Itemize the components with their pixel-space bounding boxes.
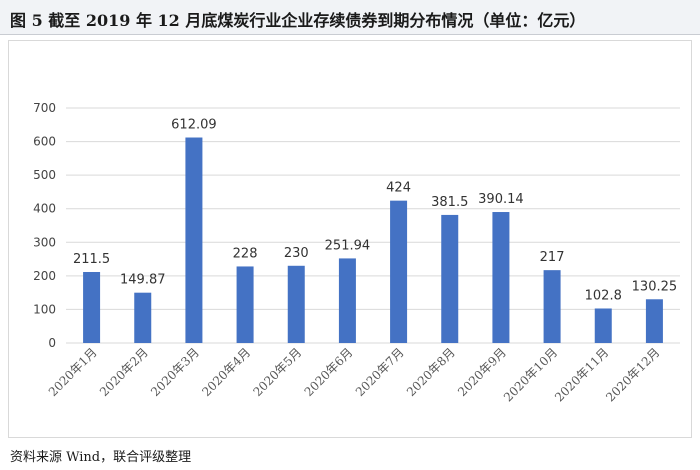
bar — [492, 212, 510, 343]
x-tick-label: 2020年8月 — [404, 345, 458, 399]
source-note: 资料来源 Wind，联合评级整理 — [10, 450, 192, 465]
bar — [287, 265, 305, 343]
data-label: 390.14 — [478, 192, 524, 207]
bar — [441, 214, 459, 343]
data-label: 424 — [386, 181, 411, 196]
figure-title: 图 5 截至 2019 年 12 月底煤炭行业企业存续债券到期分布情况（单位：亿… — [10, 11, 586, 30]
x-tick-label: 2020年11月 — [552, 345, 611, 404]
data-label: 612.09 — [171, 118, 217, 133]
x-tick-label: 2020年4月 — [199, 345, 253, 399]
data-label: 130.25 — [632, 279, 678, 294]
x-tick-label: 2020年10月 — [501, 345, 560, 404]
y-tick-label: 0 — [48, 336, 56, 350]
x-tick-label: 2020年5月 — [250, 345, 304, 399]
y-tick-label: 100 — [33, 302, 56, 316]
bar-chart: 0 100 200 300 400 500 600 700 211.5 2020年1月 149.87… — [33, 101, 680, 404]
x-tick-label: 2020年2月 — [97, 345, 151, 399]
bar — [594, 308, 612, 343]
x-tick-label: 2020年1月 — [46, 345, 100, 399]
y-tick-label: 500 — [33, 168, 56, 182]
y-tick-label: 200 — [33, 269, 56, 283]
y-tick-label: 300 — [33, 235, 56, 249]
bar — [543, 270, 561, 343]
chart-frame: 0 100 200 300 400 500 600 700 211.5 2020年1月 149.87… — [8, 40, 692, 438]
bar — [134, 292, 152, 343]
y-tick-label: 400 — [33, 202, 56, 216]
data-label: 217 — [540, 250, 565, 265]
y-tick-label: 700 — [33, 101, 56, 115]
bar — [645, 299, 663, 343]
data-label: 251.94 — [325, 238, 371, 253]
x-tick-label: 2020年9月 — [455, 345, 509, 399]
bar — [390, 200, 408, 343]
bar — [338, 258, 356, 343]
x-tick-label: 2020年3月 — [148, 345, 202, 399]
x-tick-label: 2020年7月 — [353, 345, 407, 399]
data-label: 102.8 — [585, 288, 622, 303]
data-label: 228 — [233, 246, 258, 261]
bar — [83, 271, 101, 343]
bar — [236, 266, 254, 343]
y-tick-label: 600 — [33, 135, 56, 149]
data-label: 381.5 — [431, 195, 468, 210]
x-tick-label: 2020年6月 — [302, 345, 356, 399]
data-label: 230 — [284, 246, 309, 261]
bar — [185, 137, 203, 343]
data-label: 211.5 — [73, 252, 110, 267]
figure-title-bar: 图 5 截至 2019 年 12 月底煤炭行业企业存续债券到期分布情况（单位：亿… — [0, 0, 700, 35]
data-label: 149.87 — [120, 273, 166, 288]
x-tick-label: 2020年12月 — [603, 345, 662, 404]
